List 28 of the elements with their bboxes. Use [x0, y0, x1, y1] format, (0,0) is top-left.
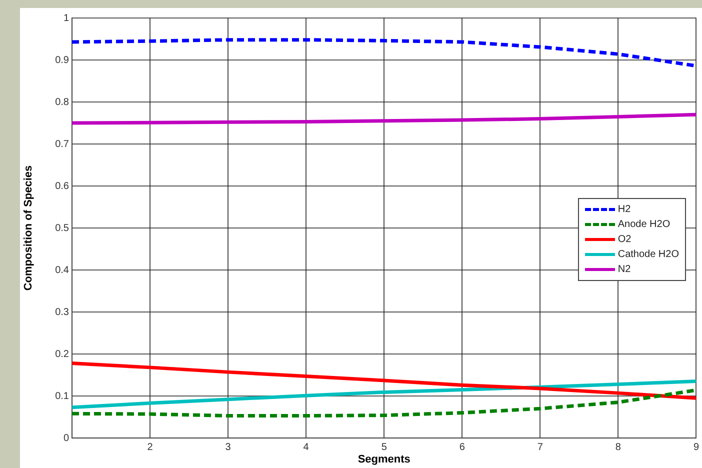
x-tick-label: 6	[459, 442, 466, 453]
y-tick-label: 0.6	[55, 180, 70, 192]
y-tick-label: 0.3	[55, 306, 70, 318]
y-tick-label: 0.2	[55, 348, 70, 360]
legend-label: O2	[618, 234, 632, 245]
line-series	[72, 38, 696, 68]
x-tick-label: 8	[615, 442, 622, 453]
x-tick-label: 4	[303, 442, 310, 453]
y-tick-label: 0.9	[55, 54, 70, 66]
y-tick-label: 0.4	[55, 264, 70, 276]
y-tick-label: 0.7	[55, 138, 70, 150]
legend-label: H2	[618, 204, 631, 215]
x-tick-label: 9	[693, 442, 700, 453]
legend-label: Anode H2O	[618, 219, 670, 230]
y-tick-label: 0	[63, 432, 70, 444]
x-tick-label: 3	[225, 442, 232, 453]
x-tick-label: 2	[147, 442, 154, 453]
y-tick-label: 0.8	[55, 96, 70, 108]
legend-label: N2	[618, 264, 631, 275]
y-tick-label: 0.5	[55, 222, 70, 234]
y-axis-title: Composition of Species	[22, 165, 35, 291]
x-tick-label: 5	[381, 442, 388, 453]
line-series	[72, 388, 696, 418]
x-tick-label: 7	[537, 442, 544, 453]
x-axis-title: Segments	[358, 453, 410, 466]
legend-label: Cathode H2O	[618, 249, 679, 260]
y-tick-label: 0.1	[55, 390, 70, 402]
y-tick-label: 1	[63, 12, 70, 24]
